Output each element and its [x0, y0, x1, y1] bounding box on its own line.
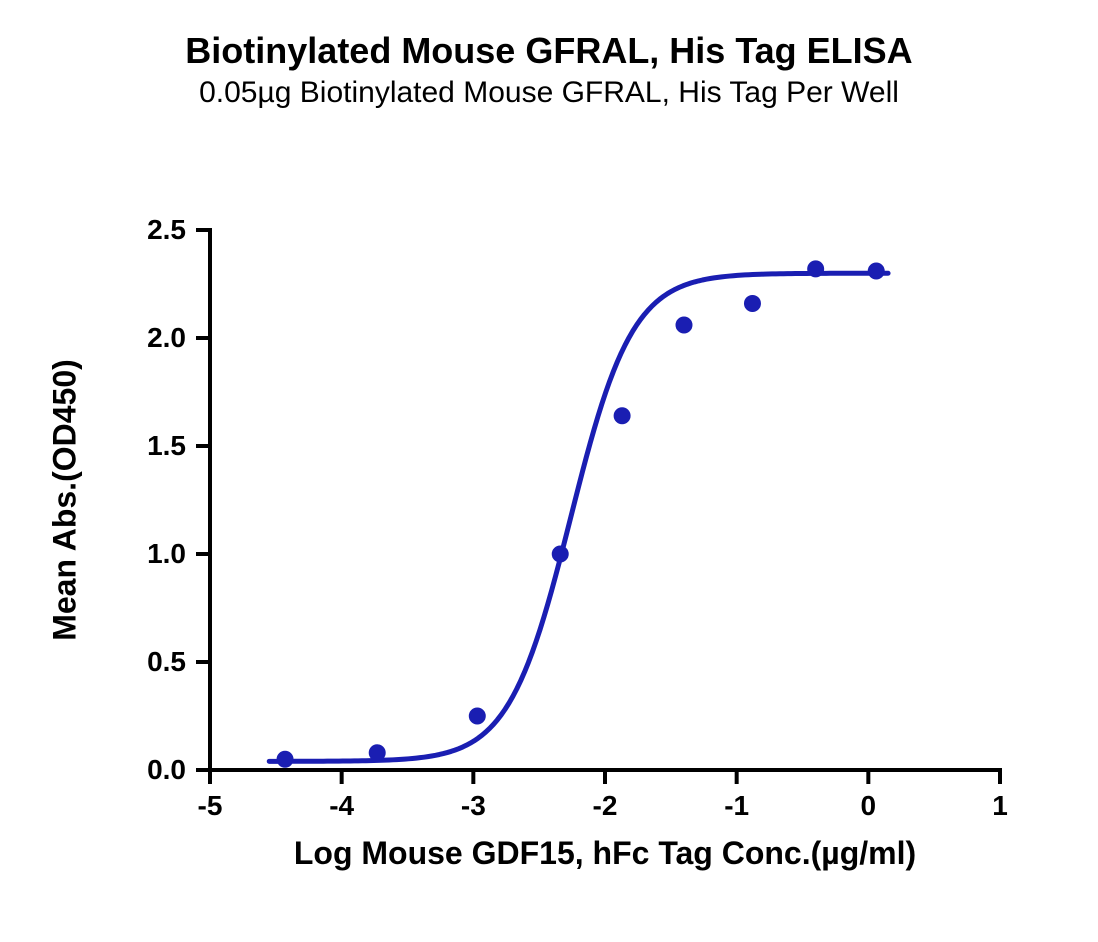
x-tick-label: -3 — [461, 790, 486, 822]
y-tick-label: 1.0 — [147, 538, 186, 570]
x-tick-label: -5 — [198, 790, 223, 822]
y-tick-label: 2.0 — [147, 322, 186, 354]
x-tick-label: 0 — [861, 790, 877, 822]
y-tick-label: 2.5 — [147, 214, 186, 246]
chart-wrapper: Biotinylated Mouse GFRAL, His Tag ELISA … — [0, 0, 1098, 942]
chart-svg — [0, 0, 1098, 942]
y-axis-label: Mean Abs.(OD450) — [47, 359, 84, 641]
y-tick-label: 0.0 — [147, 754, 186, 786]
y-tick-label: 1.5 — [147, 430, 186, 462]
x-axis-label: Log Mouse GDF15, hFc Tag Conc.(µg/ml) — [294, 835, 916, 872]
x-tick-label: 1 — [992, 790, 1008, 822]
x-tick-label: -4 — [329, 790, 354, 822]
x-tick-label: -2 — [593, 790, 618, 822]
y-tick-label: 0.5 — [147, 646, 186, 678]
x-tick-label: -1 — [724, 790, 749, 822]
